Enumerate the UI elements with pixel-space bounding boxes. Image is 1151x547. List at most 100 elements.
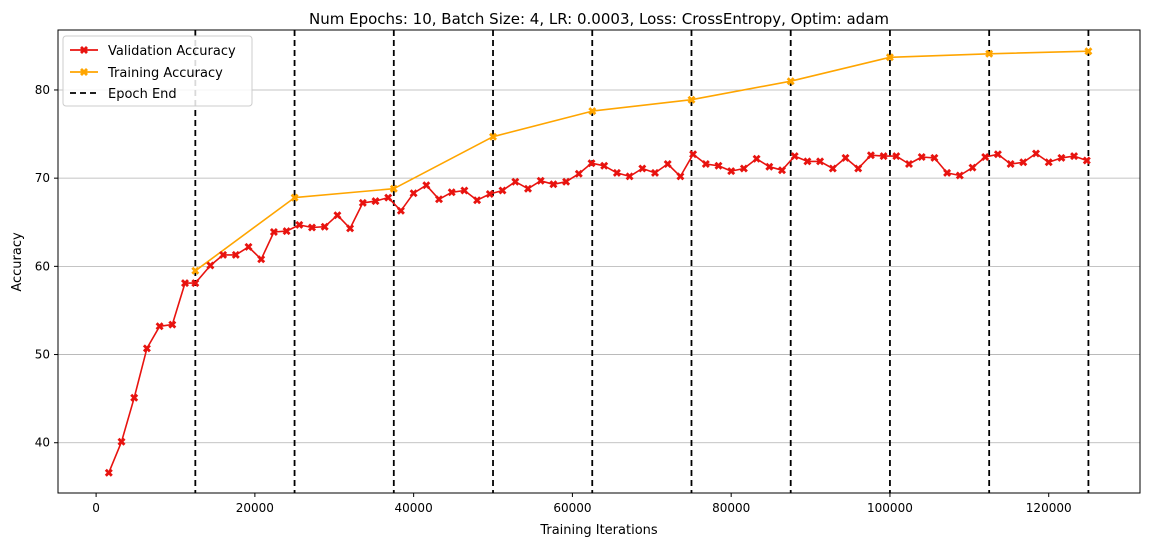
validation-accuracy-point xyxy=(866,151,875,160)
validation-accuracy-point xyxy=(917,153,926,161)
validation-accuracy-point xyxy=(358,198,367,207)
validation-accuracy-point xyxy=(1044,158,1053,167)
training-accuracy-point xyxy=(1084,47,1093,56)
validation-accuracy-point xyxy=(320,222,329,231)
legend-validation-label: Validation Accuracy xyxy=(108,44,236,59)
validation-accuracy-point xyxy=(714,161,723,170)
validation-accuracy-point xyxy=(181,279,189,288)
validation-accuracy-point xyxy=(282,227,291,236)
validation-accuracy-point xyxy=(498,186,507,195)
validation-accuracy-point xyxy=(511,177,520,186)
x-tick-label: 40000 xyxy=(395,501,433,515)
legend-training-label: Training Accuracy xyxy=(107,66,223,81)
y-tick-label: 40 xyxy=(35,436,50,450)
validation-accuracy-point xyxy=(384,193,393,202)
validation-accuracy-point xyxy=(244,242,253,251)
training-accuracy-point xyxy=(389,184,398,193)
validation-accuracy-point xyxy=(689,150,698,159)
plot-frame xyxy=(57,29,1141,494)
validation-accuracy-point xyxy=(1032,149,1040,158)
validation-accuracy-point xyxy=(130,393,139,402)
training-accuracy-point xyxy=(786,77,795,86)
validation-accuracy-point xyxy=(955,171,964,180)
validation-accuracy-point xyxy=(828,164,837,173)
training-accuracy-point xyxy=(191,266,200,275)
validation-accuracy-point xyxy=(422,181,431,190)
x-tick-label: 120000 xyxy=(1026,501,1072,515)
validation-accuracy-point xyxy=(600,161,609,170)
x-tick-label: 20000 xyxy=(236,501,274,515)
legend: Validation Accuracy Training Accuracy Ep… xyxy=(62,35,253,107)
validation-accuracy-point xyxy=(701,160,710,168)
validation-accuracy-point xyxy=(905,160,913,168)
validation-accuracy-point xyxy=(524,184,532,193)
legend-validation-marker xyxy=(80,46,88,54)
validation-accuracy-point xyxy=(104,468,113,477)
validation-accuracy-point xyxy=(536,176,545,185)
training-accuracy-point xyxy=(290,193,299,202)
validation-accuracy-point xyxy=(269,228,278,236)
validation-accuracy-point xyxy=(816,157,825,166)
validation-accuracy-point xyxy=(1019,158,1028,167)
validation-accuracy-line xyxy=(108,152,1088,474)
x-tick-label: 0 xyxy=(92,501,100,515)
validation-accuracy-point xyxy=(612,168,621,177)
y-tick-label: 50 xyxy=(35,348,50,362)
epoch-end-lines xyxy=(194,30,1090,493)
x-tick-label: 60000 xyxy=(553,501,591,515)
validation-accuracy-point xyxy=(168,320,177,329)
chart-title: Num Epochs: 10, Batch Size: 4, LR: 0.000… xyxy=(309,10,889,28)
validation-accuracy-point xyxy=(1082,156,1091,165)
validation-accuracy-point xyxy=(142,344,151,353)
legend-training-marker xyxy=(80,68,88,76)
validation-accuracy-point xyxy=(765,162,774,171)
validation-accuracy-point xyxy=(854,164,863,173)
validation-accuracy-point xyxy=(676,172,685,181)
validation-accuracy-point xyxy=(752,154,761,163)
validation-accuracy-point xyxy=(117,437,126,446)
validation-accuracy-point xyxy=(1057,153,1066,162)
validation-accuracy-point xyxy=(562,177,571,186)
validation-accuracy-point xyxy=(346,224,355,233)
training-accuracy-line xyxy=(194,50,1089,272)
y-tick-label: 80 xyxy=(35,83,50,97)
validation-accuracy-point xyxy=(841,153,850,162)
validation-accuracy-point xyxy=(473,196,482,205)
training-accuracy-point xyxy=(985,49,994,58)
x-axis-title: Training Iterations xyxy=(539,523,658,538)
validation-accuracy-point xyxy=(727,167,736,176)
validation-accuracy-point xyxy=(803,157,812,166)
validation-accuracy-point xyxy=(1070,152,1079,161)
validation-accuracy-point xyxy=(981,153,990,161)
validation-accuracy-point xyxy=(739,164,748,173)
validation-accuracy-point xyxy=(993,150,1002,159)
validation-accuracy-point xyxy=(968,163,977,172)
validation-accuracy-point xyxy=(638,164,647,173)
validation-accuracy-point xyxy=(1006,160,1015,168)
validation-accuracy-point xyxy=(371,197,380,206)
validation-accuracy-point xyxy=(574,169,583,178)
validation-accuracy-point xyxy=(930,153,939,162)
validation-accuracy-point xyxy=(295,220,304,229)
validation-accuracy-point xyxy=(447,188,456,197)
validation-accuracy-point xyxy=(435,195,443,204)
y-tick-label: 70 xyxy=(35,171,50,185)
x-tick-label: 100000 xyxy=(867,501,913,515)
validation-accuracy-point xyxy=(333,211,342,220)
y-tick-label: 60 xyxy=(35,259,50,273)
validation-accuracy-point xyxy=(191,279,200,288)
validation-accuracy-point xyxy=(790,152,799,161)
validation-accuracy-point xyxy=(485,190,494,198)
training-accuracy-point xyxy=(687,95,696,104)
validation-accuracy-point xyxy=(219,250,228,259)
validation-accuracy-point xyxy=(879,152,888,161)
x-tick-label: 80000 xyxy=(712,501,750,515)
validation-accuracy-point xyxy=(231,250,240,259)
validation-accuracy-point xyxy=(778,166,786,175)
validation-accuracy-point xyxy=(663,160,672,168)
validation-accuracy-point xyxy=(625,172,634,181)
legend-epoch-label: Epoch End xyxy=(108,87,177,102)
validation-accuracy-point xyxy=(206,261,215,270)
validation-accuracy-point xyxy=(257,255,266,264)
